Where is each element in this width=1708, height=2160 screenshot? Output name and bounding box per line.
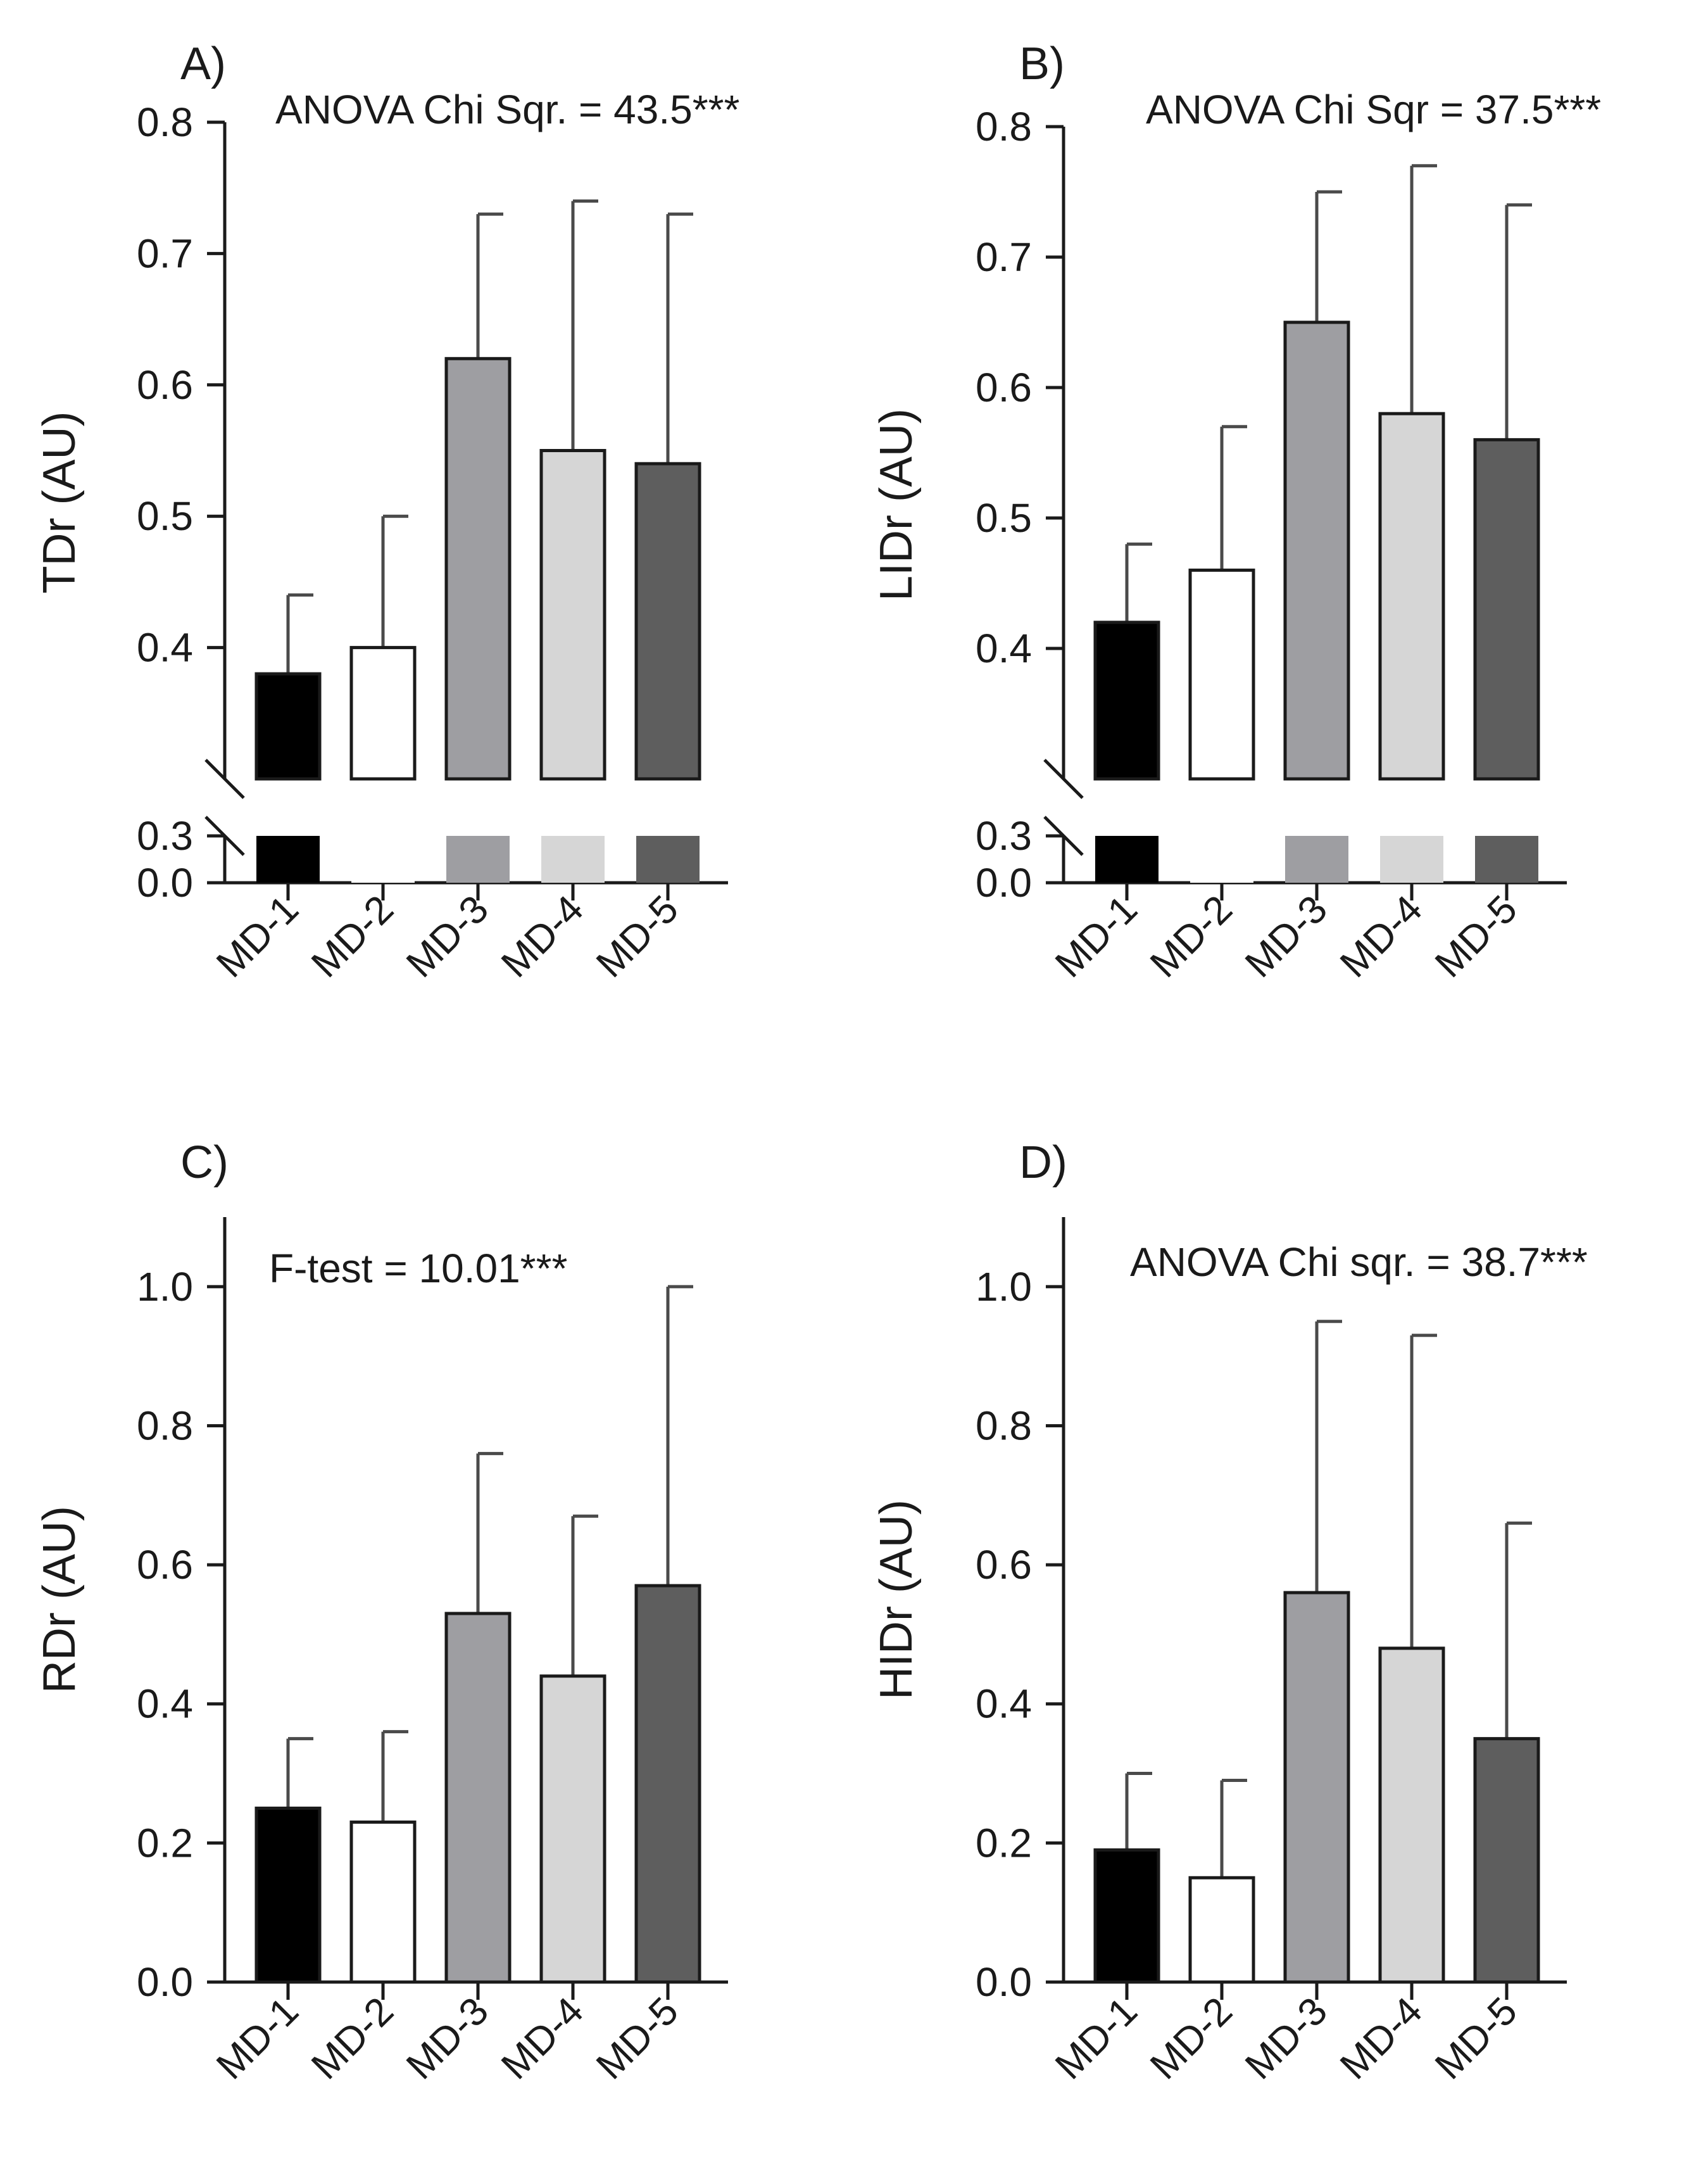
x-category-label: MD-4	[1332, 887, 1431, 986]
x-category-label: MD-1	[208, 1989, 307, 2088]
y-tick-label: 0.5	[976, 495, 1032, 541]
x-category-label: MD-5	[1427, 1989, 1526, 2088]
bar-lower-md-2	[351, 836, 415, 883]
x-category-label: MD-3	[1237, 887, 1336, 986]
bar-lower-md-4	[541, 836, 605, 883]
panel-label: A)	[180, 39, 226, 89]
y-axis-title: RDr (AU)	[34, 1506, 85, 1693]
bar-md-1	[1093, 621, 1160, 781]
bar-lower-md-2	[1190, 836, 1253, 883]
x-category-label: MD-3	[398, 1989, 497, 2088]
y-tick-label: 0.7	[137, 231, 193, 276]
x-category-label: MD-1	[1047, 887, 1146, 986]
bar-md-2	[1188, 568, 1255, 781]
y-axis-title: TDr (AU)	[34, 412, 85, 594]
stat-annotation: ANOVA Chi Sqr. = 43.5***	[275, 87, 739, 132]
x-category-label: MD-1	[1047, 1989, 1146, 2088]
y-tick-label: 0.8	[976, 1403, 1032, 1448]
y-tick-label: 0.2	[137, 1820, 193, 1866]
bar-lower-md-3	[446, 836, 510, 883]
x-category-label: MD-5	[588, 887, 687, 986]
y-tick-label: 0.8	[976, 104, 1032, 149]
bar-md-1	[254, 1806, 322, 1984]
chart-panel-a: A) ANOVA Chi Sqr. = 43.5*** TDr (AU) 0.00.3…	[34, 39, 739, 986]
bar-md-5	[1473, 438, 1540, 781]
y-tick-label: 0.6	[137, 1542, 193, 1588]
axis-break-mark-upper	[204, 759, 245, 799]
bar-lower-md-3	[1285, 836, 1348, 883]
y-tick-label: 0.4	[976, 626, 1032, 671]
y-tick-label: 0.0	[137, 860, 193, 906]
y-axis-title: LIDr (AU)	[871, 408, 922, 601]
y-tick-label: 0.6	[976, 365, 1032, 410]
x-category-label: MD-4	[1332, 1989, 1431, 2088]
y-tick-label: 1.0	[137, 1264, 193, 1310]
bar-md-3	[1283, 320, 1350, 781]
bar-md-2	[349, 1820, 417, 1984]
bar-lower-md-4	[1380, 836, 1443, 883]
y-tick-label: 0.0	[137, 1959, 193, 2005]
bar-md-3	[444, 1612, 512, 1984]
x-category-label: MD-2	[303, 887, 402, 986]
y-tick-label: 0.0	[976, 860, 1032, 906]
bar-md-1	[254, 672, 322, 781]
stat-annotation: F-test = 10.01***	[269, 1246, 567, 1291]
x-category-label: MD-2	[303, 1989, 402, 2088]
bar-md-4	[1378, 412, 1445, 781]
y-axis-title: HIDr (AU)	[871, 1500, 922, 1700]
x-category-label: MD-2	[1142, 1989, 1241, 2088]
stat-annotation: ANOVA Chi Sqr = 37.5***	[1146, 87, 1601, 132]
y-tick-label: 0.5	[137, 493, 193, 539]
x-category-label: MD-3	[398, 887, 497, 986]
y-tick-label: 1.0	[976, 1264, 1032, 1310]
bar-lower-md-5	[636, 836, 700, 883]
bar-lower-md-1	[256, 836, 320, 883]
y-tick-label: 0.3	[976, 813, 1032, 859]
bar-md-4	[539, 449, 606, 781]
bar-md-5	[634, 1584, 701, 1984]
y-tick-label: 0.8	[137, 1403, 193, 1448]
bar-md-1	[1093, 1848, 1160, 1984]
bar-md-3	[1283, 1591, 1350, 1984]
bar-md-3	[444, 357, 512, 781]
y-tick-label: 0.6	[976, 1542, 1032, 1588]
y-tick-label: 0.4	[137, 1681, 193, 1727]
y-tick-label: 0.4	[137, 625, 193, 671]
y-tick-label: 0.8	[137, 99, 193, 145]
panel-label: D)	[1019, 1137, 1067, 1188]
x-category-label: MD-5	[588, 1989, 687, 2088]
bar-md-2	[1188, 1876, 1255, 1984]
bar-md-5	[1473, 1737, 1540, 1984]
x-category-label: MD-1	[208, 887, 307, 986]
chart-panel-c: C) F-test = 10.01*** RDr (AU) 0.0 0.2 0.4 0.6 0…	[34, 1137, 728, 2088]
chart-panel-d: D) ANOVA Chi sqr. = 38.7*** HIDr (AU) 0.0 0.…	[871, 1137, 1588, 2088]
y-tick-label: 0.4	[976, 1681, 1032, 1727]
x-category-label: MD-4	[493, 1989, 592, 2088]
x-category-label: MD-4	[493, 887, 592, 986]
bar-md-4	[1378, 1646, 1445, 1984]
y-tick-label: 0.3	[137, 813, 193, 859]
bar-md-5	[634, 462, 701, 781]
panel-label: C)	[180, 1137, 229, 1188]
stat-annotation: ANOVA Chi sqr. = 38.7***	[1130, 1239, 1588, 1285]
y-tick-label: 0.6	[137, 362, 193, 408]
chart-panel-b: B) ANOVA Chi Sqr = 37.5*** LIDr (AU) 0.00.3…	[871, 39, 1601, 986]
x-category-label: MD-3	[1237, 1989, 1336, 2088]
x-category-label: MD-2	[1142, 887, 1241, 986]
axis-break-mark-upper	[1043, 759, 1084, 799]
bar-lower-md-5	[1475, 836, 1538, 883]
y-tick-label: 0.0	[976, 1959, 1032, 2005]
bar-md-2	[349, 646, 417, 781]
x-category-label: MD-5	[1427, 887, 1526, 986]
y-tick-label: 0.7	[976, 234, 1032, 280]
y-tick-label: 0.2	[976, 1820, 1032, 1866]
bar-lower-md-1	[1095, 836, 1159, 883]
panel-label: B)	[1019, 39, 1065, 89]
bar-md-4	[539, 1674, 606, 1984]
